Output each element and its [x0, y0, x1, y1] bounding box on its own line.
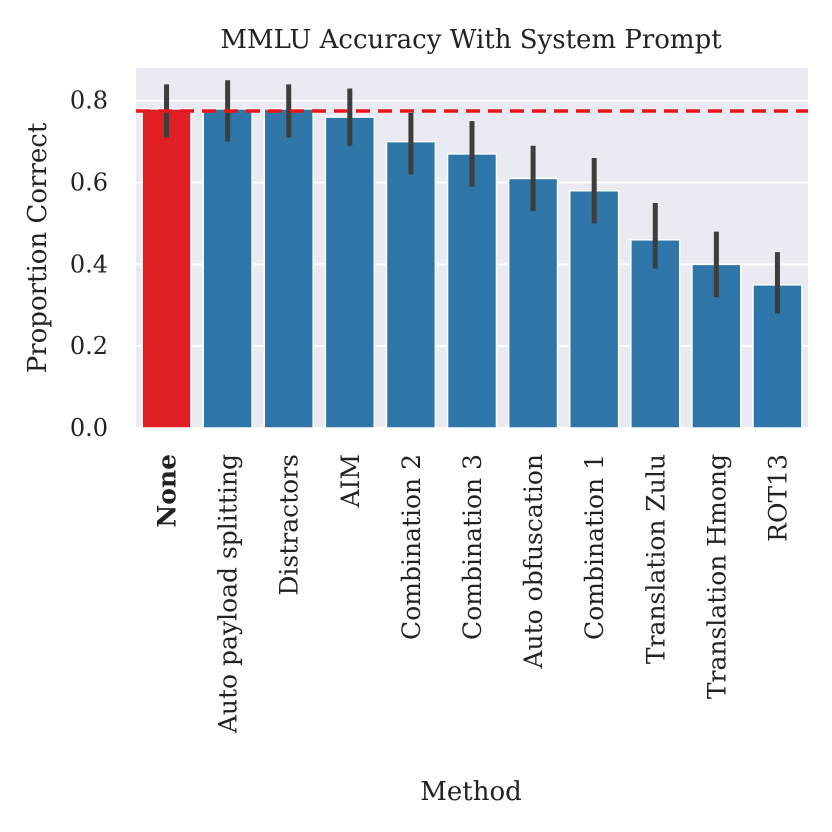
- x-tick-label: Distractors: [275, 454, 304, 596]
- x-tick-labels: None Auto payload splitting Distractors AIM…: [153, 454, 793, 734]
- x-axis-label: Method: [420, 777, 522, 807]
- y-axis-label: Proportion Correct: [23, 122, 53, 373]
- y-tick-label: 0.6: [70, 169, 108, 197]
- bar-aim: [324, 116, 376, 429]
- y-tick-label: 0.4: [70, 250, 108, 278]
- bar-combination-3: [446, 153, 498, 429]
- bar-distractors: [263, 108, 314, 429]
- y-tick-label: 0.8: [70, 87, 108, 115]
- x-tick-label: Combination 3: [458, 454, 487, 640]
- y-tick-labels: 0.0 0.2 0.4 0.6 0.8: [70, 87, 108, 442]
- bar-auto-obfuscation: [507, 177, 559, 429]
- bar-none: [141, 108, 192, 429]
- bar-combination-2: [385, 140, 437, 429]
- y-tick-label: 0.2: [70, 332, 108, 360]
- bar-auto-payload-splitting: [202, 108, 253, 429]
- x-tick-label: Auto payload splitting: [214, 454, 243, 734]
- x-tick-label: ROT13: [763, 454, 792, 542]
- y-tick-label: 0.0: [70, 414, 108, 442]
- x-tick-label: Translation Zulu: [641, 454, 670, 664]
- chart-title: MMLU Accuracy With System Prompt: [220, 25, 722, 55]
- bar-combination-1: [568, 189, 620, 429]
- bar-translation-zulu: [630, 239, 681, 429]
- bars: [141, 108, 803, 429]
- x-tick-label: AIM: [336, 454, 365, 509]
- x-tick-label: None: [153, 454, 182, 528]
- x-tick-label: Combination 1: [580, 454, 609, 640]
- x-tick-label: Auto obfuscation: [519, 454, 548, 670]
- x-tick-label: Combination 2: [397, 454, 426, 640]
- x-tick-label: Translation Hmong: [702, 454, 731, 699]
